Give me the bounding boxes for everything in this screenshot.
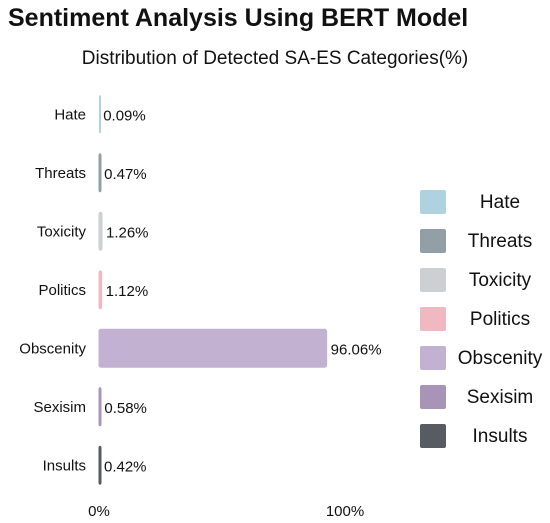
category-label-politics: Politics: [38, 282, 86, 299]
x-tick-label: 100%: [326, 503, 364, 520]
legend-swatch-sexisim: [420, 385, 446, 409]
bar-insults: [98, 445, 102, 485]
legend: Hate Threats Toxicity Politics Obscenity Sexi…: [420, 190, 543, 448]
legend-label-hate: Hate: [480, 192, 520, 213]
category-label-toxicity: Toxicity: [37, 223, 87, 240]
legend-label-politics: Politics: [470, 309, 530, 330]
x-tick-label: 0%: [88, 503, 110, 520]
bar-sexisim: [98, 387, 102, 427]
legend-label-obscenity: Obscenity: [458, 348, 543, 369]
value-label-insults: 0.42%: [104, 458, 147, 475]
chart-subtitle: Distribution of Detected SA-ES Categorie…: [81, 48, 469, 69]
labels-group: Hate 0.09% Threats 0.47% Toxicity 1.26% Politi…: [19, 106, 381, 475]
category-label-obscenity: Obscenity: [19, 340, 86, 357]
legend-label-toxicity: Toxicity: [469, 270, 532, 291]
bars-group: [98, 95, 328, 485]
legend-swatch-hate: [420, 190, 446, 214]
value-label-hate: 0.09%: [103, 107, 146, 124]
category-label-hate: Hate: [54, 106, 86, 123]
legend-label-insults: Insults: [473, 426, 528, 447]
category-label-sexisim: Sexisim: [33, 399, 86, 416]
bar-hate: [99, 95, 101, 134]
chart-title: Sentiment Analysis Using BERT Model: [8, 4, 469, 32]
legend-swatch-toxicity: [420, 268, 446, 292]
legend-label-threats: Threats: [468, 231, 532, 252]
legend-swatch-threats: [420, 229, 446, 253]
legend-swatch-obscenity: [420, 346, 446, 370]
value-label-sexisim: 0.58%: [104, 400, 147, 417]
bar-threats: [98, 153, 102, 193]
bar-politics: [98, 270, 103, 310]
category-label-threats: Threats: [35, 165, 86, 182]
value-label-threats: 0.47%: [104, 166, 147, 183]
value-label-toxicity: 1.26%: [106, 224, 149, 241]
category-label-insults: Insults: [43, 457, 86, 474]
bar-obscenity: [98, 328, 328, 368]
legend-swatch-insults: [420, 424, 446, 448]
x-axis: 0% 100%: [88, 503, 364, 520]
bar-toxicity: [98, 211, 103, 251]
value-label-obscenity: 96.06%: [331, 341, 382, 358]
legend-swatch-politics: [420, 307, 446, 331]
legend-label-sexisim: Sexisim: [467, 387, 534, 408]
value-label-politics: 1.12%: [106, 283, 149, 300]
